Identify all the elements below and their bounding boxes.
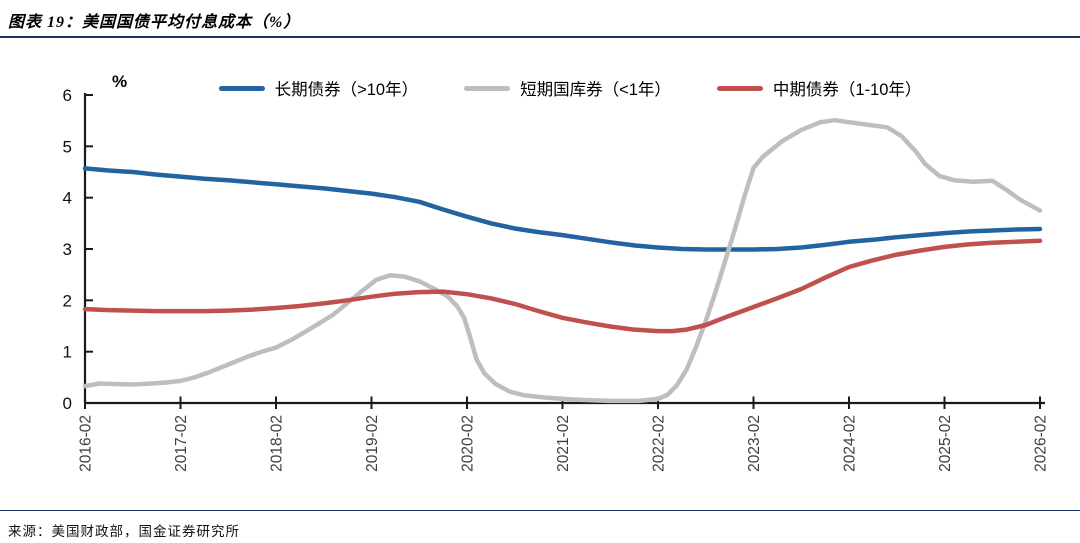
series-line-short-term-bills [82, 117, 1043, 404]
chart-legend: 长期债券（>10年） 短期国库券（<1年） 中期债券（1-10年） [140, 76, 1000, 100]
x-axis-tick-label: 2026-02 [1032, 415, 1049, 472]
legend-item-short-term-bills: 短期国库券（<1年） [464, 76, 671, 100]
legend-swatch-long-term-icon [218, 85, 265, 91]
y-axis-tick-label: 6 [63, 86, 72, 105]
x-axis-tick-label: 2025-02 [937, 415, 954, 472]
x-axis-tick-label: 2020-02 [459, 415, 476, 472]
x-axis-tick-label: 2023-02 [746, 415, 763, 472]
title-divider [0, 36, 1080, 38]
x-axis-tick-label: 2024-02 [841, 415, 858, 472]
x-axis-tick-label: 2016-02 [77, 415, 94, 472]
y-axis-tick-label: 5 [63, 137, 72, 156]
legend-swatch-short-term-icon [464, 85, 511, 91]
y-axis-tick-label: 2 [63, 291, 72, 310]
legend-label-long-term: 长期债券（>10年） [274, 81, 419, 99]
y-axis-tick-label: 4 [63, 189, 72, 208]
y-axis-tick-label: 1 [63, 343, 72, 362]
legend-item-long-term-bonds: 长期债券（>10年） [218, 76, 419, 100]
legend-item-mid-term-bonds: 中期债券（1-10年） [716, 76, 922, 100]
y-axis-tick-label: 0 [63, 394, 72, 413]
series-line-mid-term-bonds [82, 238, 1043, 334]
x-axis-tick-label: 2022-02 [650, 415, 667, 472]
legend-label-short-term: 短期国库券（<1年） [520, 81, 671, 99]
x-axis-tick-label: 2017-02 [173, 415, 190, 472]
legend-swatch-mid-term-icon [716, 85, 763, 91]
x-axis-tick-label: 2021-02 [555, 415, 572, 472]
x-axis-tick-label: 2018-02 [268, 415, 285, 472]
x-axis-tick-label: 2019-02 [364, 415, 381, 472]
source-note: 来源：美国财政部，国金证券研究所 [8, 524, 240, 539]
footer-divider [0, 510, 1080, 511]
y-axis-tick-label: 3 [63, 240, 72, 259]
chart-title: 图表 19：美国国债平均付息成本（%） [8, 14, 301, 31]
legend-label-mid-term: 中期债券（1-10年） [772, 81, 922, 99]
series-line-long-term-bonds [82, 166, 1043, 252]
y-axis-unit-label: % [112, 72, 128, 91]
